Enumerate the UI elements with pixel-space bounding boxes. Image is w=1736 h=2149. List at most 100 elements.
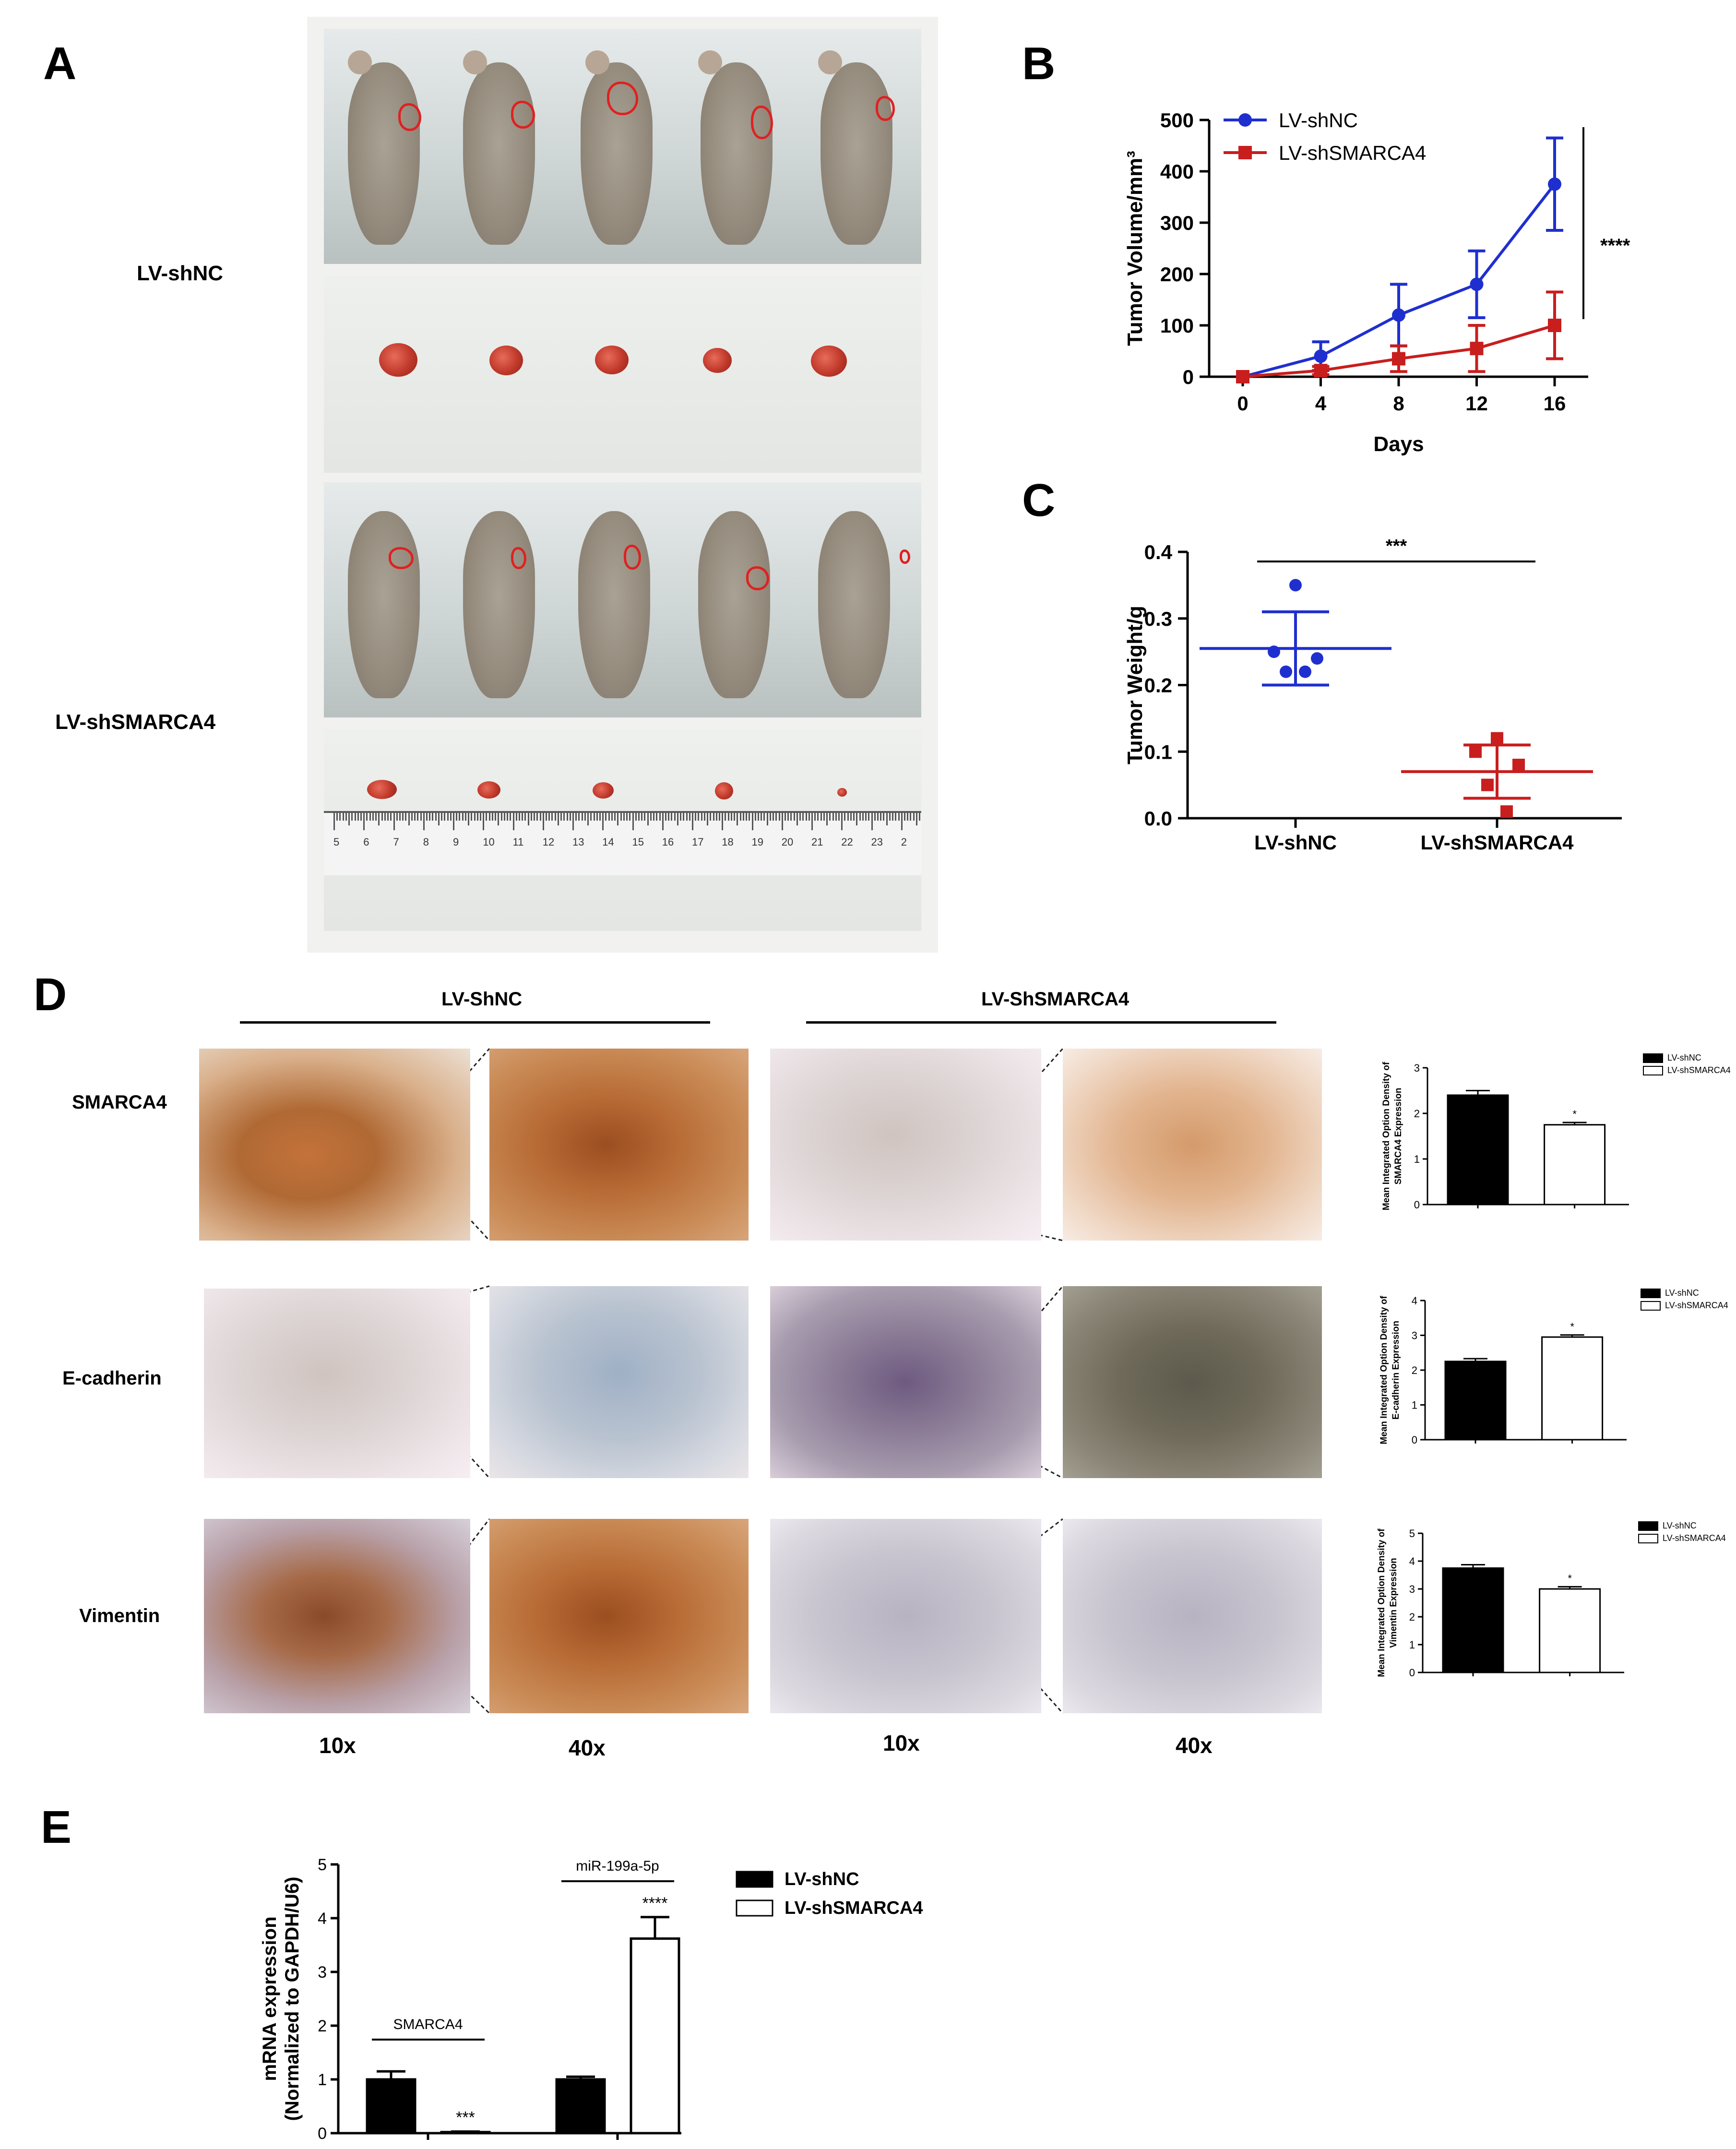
ruler-number: 18: [722, 836, 734, 848]
ruler-tick: [333, 813, 335, 830]
ruler-tick: [450, 813, 452, 821]
mouse: [463, 511, 535, 698]
ruler-tick: [668, 813, 670, 821]
ruler-tick: [527, 813, 529, 825]
y-tick-label: 2: [1414, 1108, 1420, 1120]
excised-tumor: [715, 782, 733, 800]
data-point: [1481, 778, 1494, 791]
ruler-tick: [886, 813, 888, 825]
ruler-tick: [853, 813, 855, 821]
ruler-tick: [336, 813, 338, 821]
ruler-tick: [644, 813, 646, 821]
ruler-tick: [620, 813, 622, 821]
y-axis-title-line2: SMARCA4 Expression: [1393, 1088, 1403, 1185]
ruler-tick: [498, 813, 499, 825]
y-axis-title-line2: (Normalized to GAPDH/U6): [282, 1877, 303, 2121]
ruler-tick: [871, 813, 873, 830]
y-axis-title-line2: Vimentin Expression: [1389, 1558, 1399, 1648]
ruler-tick: [856, 813, 858, 825]
data-point: [1470, 342, 1484, 356]
ruler-tick: [429, 813, 431, 821]
legend-label: LV-shNC: [1665, 1288, 1699, 1298]
y-tick-label: 500: [1160, 109, 1194, 131]
y-axis-title: Tumor Weight/g: [1123, 606, 1147, 764]
ruler-tick: [474, 813, 476, 821]
ruler-tick: [411, 813, 413, 821]
y-tick-label: 0: [1183, 366, 1194, 388]
y-tick-label: 1: [318, 2071, 327, 2089]
ihc-image-smarca4-shsmarca4-10x: [770, 1049, 1041, 1241]
ruler-tick: [518, 813, 520, 821]
tumor-outline: [876, 96, 895, 121]
legend-label: LV-shSMARCA4: [1665, 1301, 1728, 1310]
significance-annotation: ****: [1600, 235, 1630, 256]
ruler-tick: [689, 813, 690, 821]
ruler-tick: [698, 813, 700, 821]
ruler-tick: [665, 813, 666, 821]
ihc-image-smarca4-shnc-40x: [489, 1049, 749, 1241]
ruler-tick: [865, 813, 867, 821]
mouse: [348, 511, 420, 698]
legend-swatch: [1638, 1521, 1658, 1531]
ruler-number: 11: [512, 836, 524, 848]
ruler-tick: [737, 813, 738, 825]
mice-photo-shsmarca4: [324, 482, 921, 717]
ihc-image-ecadherin-shnc-40x: [489, 1286, 749, 1478]
ruler-tick: [357, 813, 359, 821]
ruler-tick: [447, 813, 449, 821]
group-label: miR-199a-5p: [576, 1858, 659, 1874]
legend-label: LV-shNC: [1279, 109, 1358, 131]
ruler-tick: [581, 813, 583, 821]
bar-0: [1444, 1361, 1507, 1441]
bar-1: [1544, 1124, 1606, 1206]
ihc-image-vimentin-shsmarca4-40x: [1063, 1519, 1322, 1713]
ruler-tick: [551, 813, 553, 821]
ruler-number: 2: [901, 836, 907, 848]
data-point: [1280, 665, 1292, 678]
ihc-row-label-smarca4: SMARCA4: [72, 1092, 167, 1113]
legend-swatch: [1641, 1301, 1661, 1311]
ruler-tick: [898, 813, 900, 821]
ruler-number: 10: [483, 836, 495, 848]
ruler-tick: [351, 813, 353, 821]
ruler-tick: [895, 813, 897, 821]
ruler-tick: [683, 813, 685, 821]
ruler-tick: [459, 813, 461, 821]
y-tick-label: 1: [1412, 1399, 1417, 1411]
ruler-tick: [360, 813, 362, 821]
ruler-number: 6: [363, 836, 369, 848]
excised-tumor: [837, 788, 847, 797]
ruler-tick: [778, 813, 780, 821]
ruler-number: 5: [333, 836, 340, 848]
ihc-group-header-shnc: LV-ShNC: [441, 989, 523, 1010]
ruler-tick: [910, 813, 912, 821]
ruler-tick: [653, 813, 655, 821]
ruler-tick: [354, 813, 356, 821]
ruler-tick: [674, 813, 676, 821]
y-tick-label: 3: [318, 1963, 327, 1982]
panel-label-e: E: [41, 1802, 72, 1853]
ruler-tick: [590, 813, 592, 821]
ruler-tick: [814, 813, 816, 821]
ruler-tick: [554, 813, 556, 821]
mouse-ear: [348, 50, 372, 74]
ruler-tick: [510, 813, 511, 821]
ruler-tick: [632, 813, 634, 830]
ruler-tick: [599, 813, 601, 821]
legend-label: LV-shNC: [1667, 1053, 1701, 1063]
ruler-tick: [578, 813, 580, 821]
ruler-tick: [823, 813, 825, 821]
x-tick-label: LV-shSMARCA4: [1421, 831, 1574, 854]
data-point: [1311, 652, 1323, 665]
excised-tumor: [477, 781, 500, 799]
y-tick-label: 1: [1409, 1639, 1415, 1651]
ruler-tick: [746, 813, 748, 821]
ruler-tick: [635, 813, 637, 821]
tumor-outline: [511, 101, 535, 129]
ruler-tick: [611, 813, 613, 821]
ruler-tick: [647, 813, 649, 825]
ruler-tick: [626, 813, 628, 821]
data-point: [1512, 759, 1525, 771]
ruler-tick: [739, 813, 741, 821]
